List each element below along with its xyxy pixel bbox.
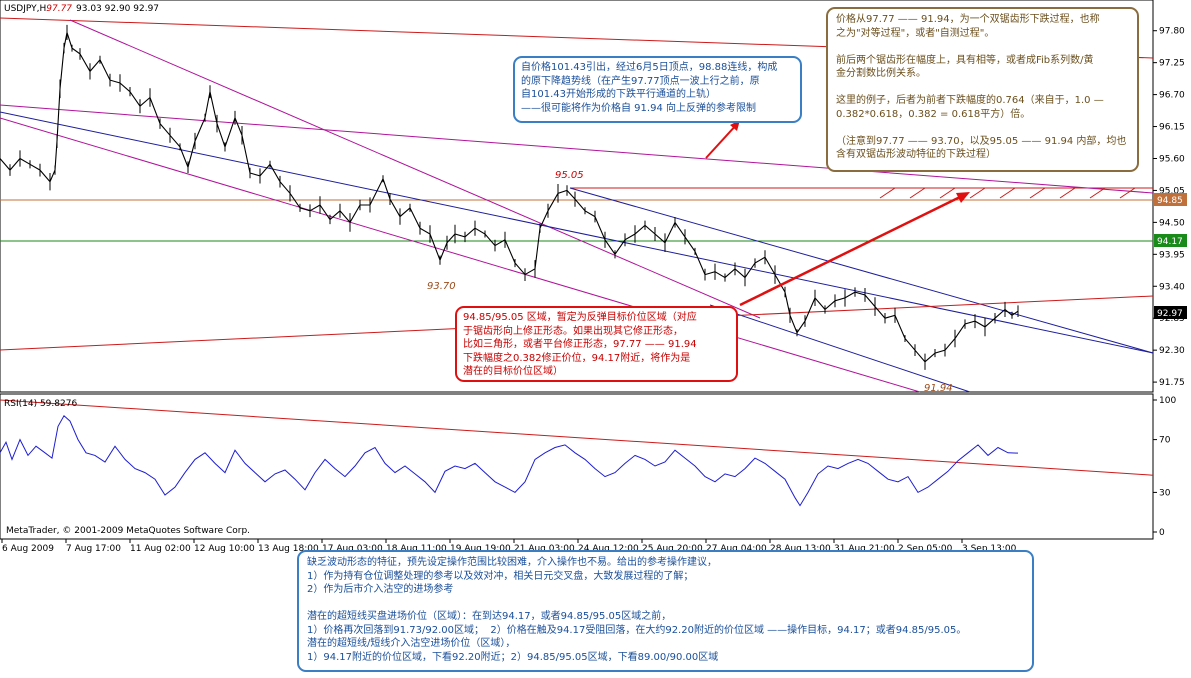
annotation-trading-suggestion: 缺乏波动形态的特征，预先设定操作范围比较困难，介入操作也不易。给出的参考操作建议…: [297, 550, 1034, 672]
price-axis: 97.80 97.25 96.70 96.15 95.60 95.05 94.50 93.95…: [1153, 27, 1185, 388]
time-tick-label: 6 Aug 2009: [2, 544, 54, 554]
target-arrow: [739, 195, 961, 307]
svg-text:94.17: 94.17: [1157, 237, 1183, 247]
channel-line-blue-upper: [569, 187, 1154, 354]
rsi-tick-label: 100: [1159, 396, 1176, 406]
rsi-tick-label: 70: [1159, 436, 1171, 446]
time-tick-label: 24 Aug 12:00: [578, 544, 639, 554]
time-tick-label: 19 Aug 19:00: [450, 544, 511, 554]
price-tick-label: 93.95: [1159, 250, 1185, 260]
price-tick-label: 97.25: [1159, 59, 1185, 69]
time-tick-label: 17 Aug 03:00: [322, 544, 383, 554]
svg-text:94.85: 94.85: [1157, 196, 1183, 206]
price-label-95-05: 95.05: [555, 170, 584, 181]
time-tick-label: 27 Aug 04:00: [706, 544, 767, 554]
time-tick-label: 12 Aug 10:00: [194, 544, 255, 554]
price-tick-label: 93.40: [1159, 282, 1185, 292]
price-tick-label: 95.60: [1159, 154, 1185, 164]
time-tick-label: 18 Aug 11:00: [386, 544, 447, 554]
time-tick-label: 25 Aug 20:00: [642, 544, 703, 554]
price-tick-label: 96.70: [1159, 91, 1185, 101]
price-tick-label: 97.80: [1159, 27, 1185, 37]
price-label-93-70: 93.70: [427, 281, 456, 292]
channel-line-magenta-lower: [0, 117, 921, 393]
time-tick-label: 11 Aug 02:00: [130, 544, 191, 554]
price-bars: [0, 24, 1019, 370]
price-tick-label: 91.75: [1159, 378, 1185, 388]
time-tick-label: 21 Aug 03:00: [514, 544, 575, 554]
time-tick-label: 3 Sep 13:00: [962, 544, 1017, 554]
target-arrowhead: [956, 192, 970, 203]
level-badge-94-17: 94.17: [1154, 234, 1187, 247]
price-label-91-94: 91.94: [924, 383, 953, 394]
level-badge-current: 92.97: [1154, 306, 1187, 319]
annotation-target-zone-note: 94.85/95.05 区域，暂定为反弹目标价位区域（对应 于锯齿形向上修正形态…: [455, 306, 738, 382]
rsi-series: [0, 415, 1019, 507]
price-tick-label: 94.50: [1159, 218, 1185, 228]
time-axis: 6 Aug 2009 7 Aug 17:00 11 Aug 02:00 12 Aug …: [1, 539, 1017, 554]
rsi-tick-label: 0: [1159, 528, 1165, 538]
time-tick-label: 7 Aug 17:00: [66, 544, 121, 554]
rsi-axis: 100 70 30 0: [1153, 396, 1176, 538]
price-tick-label: 96.15: [1159, 123, 1185, 133]
time-tick-label: 28 Aug 13:00: [770, 544, 831, 554]
time-tick-label: 31 Aug 21:00: [834, 544, 895, 554]
channel-line-blue-lower: [709, 304, 971, 393]
rsi-tick-label: 30: [1159, 488, 1171, 498]
svg-text:92.97: 92.97: [1157, 309, 1183, 319]
time-tick-label: 13 Aug 18:00: [258, 544, 319, 554]
price-tick-label: 95.05: [1159, 186, 1185, 196]
annotation-downtrend-note: 自价格101.43引出，经过6月5日顶点，98.88连线，构成 的原下降趋势线（…: [513, 56, 802, 123]
rsi-trendline: [0, 399, 1154, 476]
price-series: [0, 32, 1019, 363]
time-tick-label: 2 Sep 05:00: [898, 544, 953, 554]
price-tick-label: 92.85: [1159, 314, 1185, 324]
rsi-panel: [0, 393, 1154, 540]
rsi-label: RSI(14) 59.8276: [4, 399, 77, 409]
chart-header: USDJPY,H97.77 93.03 92.90 92.97: [4, 4, 159, 14]
copyright-label: MetaTrader, © 2001-2009 MetaQuotes Softw…: [6, 526, 250, 536]
channel-line-magenta-middle: [69, 19, 761, 319]
pointer-arrow-topleft: [705, 122, 739, 159]
annotation-double-zigzag-note: 价格从97.77 —— 91.94，为一个双锯齿形下跌过程，也称 之为"对等过程…: [826, 7, 1139, 172]
level-badge-94-85: 94.85: [1154, 193, 1187, 206]
channel-line-magenta-upper: [0, 104, 1154, 194]
target-zone-hatch: [879, 187, 1136, 199]
price-tick-label: 92.30: [1159, 346, 1185, 356]
